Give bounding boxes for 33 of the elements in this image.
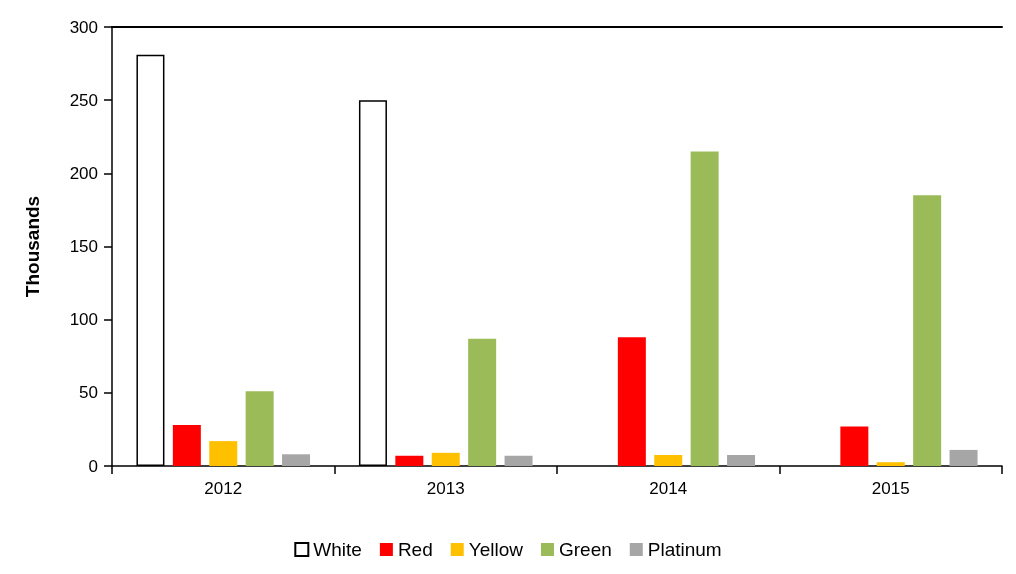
legend-label: Green <box>558 539 612 560</box>
y-tick-label: 50 <box>79 383 98 403</box>
legend-label: Yellow <box>468 539 524 560</box>
bar <box>504 455 533 466</box>
bar <box>172 425 201 466</box>
bar <box>395 455 424 466</box>
bar <box>727 455 756 466</box>
x-tick-label: 2012 <box>204 479 243 498</box>
bar <box>468 338 497 466</box>
legend-label: Red <box>397 539 433 560</box>
bar <box>876 462 905 466</box>
bar <box>431 452 460 466</box>
x-tick-label: 2013 <box>426 479 465 498</box>
y-tick-label: 0 <box>88 456 98 476</box>
y-tick-label: 200 <box>69 163 98 183</box>
x-tick-label: 2015 <box>871 479 910 498</box>
bar <box>690 151 719 466</box>
bar <box>209 441 238 466</box>
y-axis-title: Thousands <box>22 195 43 298</box>
y-tick-label: 300 <box>69 17 98 37</box>
bar <box>617 337 646 466</box>
bar <box>654 455 683 466</box>
bar <box>840 426 869 466</box>
legend-label: White <box>313 539 362 560</box>
y-tick-label: 100 <box>69 310 98 330</box>
x-tick-label: 2014 <box>649 479 688 498</box>
y-tick-label: 150 <box>69 237 98 256</box>
bar <box>949 449 978 466</box>
bar <box>282 454 311 466</box>
bar <box>913 195 942 466</box>
y-tick-label: 250 <box>69 90 98 110</box>
legend-label: Platinum <box>647 539 722 560</box>
bar <box>245 391 274 466</box>
